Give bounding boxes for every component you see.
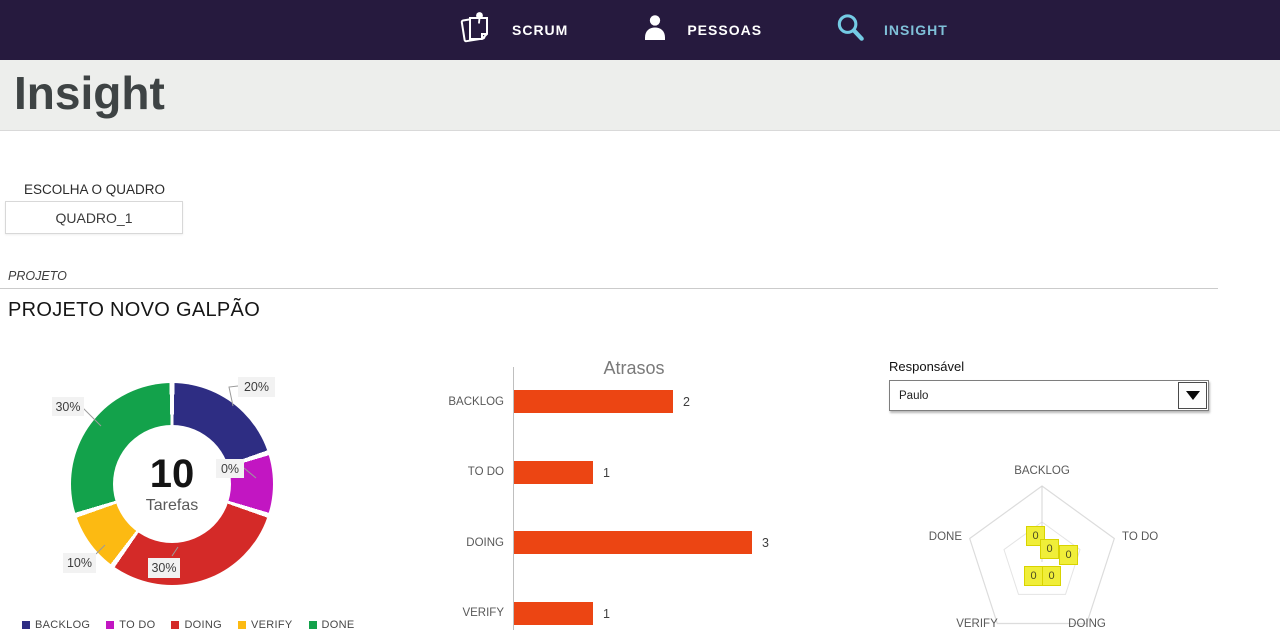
nav-item-insight[interactable]: INSIGHT: [834, 11, 948, 50]
nav-label-scrum: SCRUM: [512, 22, 569, 38]
legend-label-done: DONE: [321, 619, 355, 630]
project-name: PROJETO NOVO GALPÃO: [8, 299, 261, 321]
sticky-note-pin-icon: [458, 9, 495, 52]
bar-row-todo: 1: [514, 461, 610, 484]
nav-label-insight: INSIGHT: [884, 22, 948, 38]
bar-chart-axis: [513, 367, 514, 630]
nav-item-scrum[interactable]: SCRUM: [458, 9, 568, 52]
legend-marker-verify: [238, 621, 246, 629]
bar-row-doing: 3: [514, 531, 769, 554]
legend-item-backlog: BACKLOG: [22, 619, 90, 630]
legend-item-doing: DOING: [171, 619, 222, 630]
radar-axis-backlog: BACKLOG: [1014, 465, 1070, 477]
donut-label-doing: 30%: [148, 558, 180, 578]
donut-chart-tasks: 10 Tarefas 20% 0% 30% 10% 30%: [52, 370, 312, 630]
bar-category-todo: TO DO: [467, 466, 504, 478]
donut-center: 10 Tarefas: [113, 425, 231, 543]
bar-verify: [514, 602, 593, 625]
bar-value-doing: 3: [762, 535, 769, 550]
radar-axis-todo: TO DO: [1122, 531, 1159, 543]
donut-total-label: Tarefas: [145, 496, 199, 514]
nav-items: SCRUM PESSOAS INSIGHT: [458, 0, 948, 60]
section-divider: [0, 288, 1218, 289]
legend-label-backlog: BACKLOG: [35, 619, 91, 630]
header-band: Insight: [0, 60, 1280, 131]
legend-marker-doing: [171, 621, 180, 629]
bar-value-verify: 1: [603, 606, 610, 621]
radar-point-doing: 0: [1059, 545, 1078, 565]
legend-marker-backlog: [22, 621, 30, 629]
responsible-label: Responsável: [889, 359, 965, 374]
donut-leader-lines: [81, 385, 257, 557]
bar-value-backlog: 2: [683, 394, 690, 409]
responsible-dropdown[interactable]: Paulo: [889, 380, 1209, 411]
legend-marker-done: [308, 621, 317, 629]
responsible-selected-value: Paulo: [899, 389, 929, 402]
legend-item-verify: VERIFY: [238, 619, 293, 630]
bar-value-todo: 1: [603, 465, 610, 480]
radar-axis-done: DONE: [928, 531, 962, 543]
legend-marker-todo: [106, 621, 115, 629]
donut-legend: BACKLOG TO DO DOING VERIFY DONE: [22, 619, 355, 630]
bar-backlog: [514, 390, 673, 413]
donut-label-todo: 0%: [216, 459, 244, 478]
legend-label-todo: TO DO: [119, 619, 156, 630]
legend-label-doing: DOING: [184, 619, 222, 630]
dropdown-button[interactable]: [1178, 382, 1207, 409]
bar-category-backlog: BACKLOG: [448, 396, 504, 408]
radar-point-verify: 0: [1024, 566, 1043, 586]
bar-category-doing: DOING: [466, 537, 504, 549]
bar-chart-title: Atrasos: [603, 358, 665, 378]
top-nav-bar: SCRUM PESSOAS INSIGHT: [0, 0, 1280, 60]
board-selector-label: ESCOLHA O QUADRO: [24, 182, 166, 197]
bar-todo: [514, 461, 593, 484]
bar-category-verify: VERIFY: [462, 607, 504, 619]
page-title: Insight: [14, 67, 165, 119]
person-icon: [640, 10, 670, 50]
search-icon: [834, 11, 867, 50]
legend-item-todo: TO DO: [106, 619, 155, 630]
radar-point-todo: 0: [1040, 539, 1059, 559]
chevron-down-icon: [1185, 391, 1200, 400]
radar-chart-responsible: BACKLOG TO DO DOING VERIFY DONE 0 0 0 0 …: [890, 455, 1200, 630]
board-selector-value[interactable]: QUADRO_1: [5, 201, 183, 234]
radar-point-done: 0: [1042, 566, 1061, 586]
bar-row-backlog: 2: [514, 390, 690, 413]
nav-item-pessoas[interactable]: PESSOAS: [640, 10, 762, 50]
radar-axis-verify: VERIFY: [956, 618, 998, 630]
bar-doing: [514, 531, 752, 554]
nav-label-pessoas: PESSOAS: [687, 22, 763, 38]
donut-label-backlog: 20%: [238, 377, 275, 397]
legend-item-done: DONE: [308, 619, 355, 630]
legend-label-verify: VERIFY: [251, 619, 293, 630]
bar-chart-atrasos: Atrasos BACKLOG TO DO DOING VERIFY 2 1 3…: [425, 356, 845, 630]
project-section-label: PROJETO: [8, 269, 67, 283]
bar-row-verify: 1: [514, 602, 610, 625]
radar-axis-doing: DOING: [1068, 618, 1106, 630]
donut-total-value: 10: [149, 451, 195, 496]
donut-label-verify: 10%: [63, 553, 96, 573]
donut-label-done: 30%: [52, 397, 84, 416]
